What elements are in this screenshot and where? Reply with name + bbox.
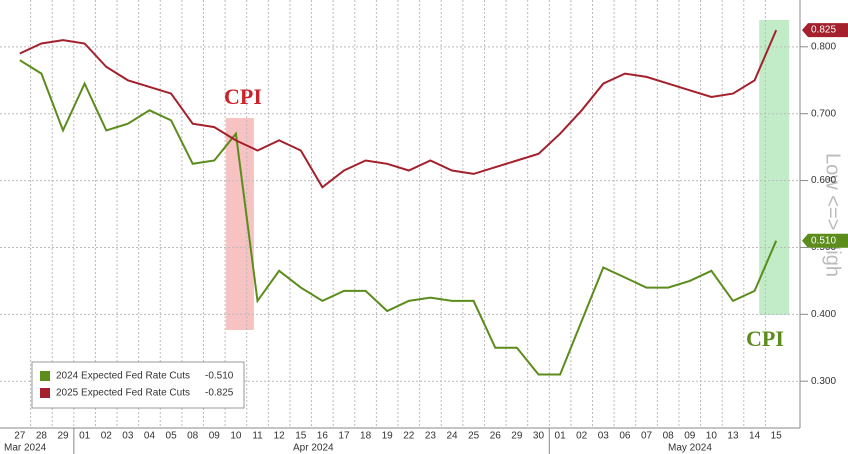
x-tick-label: 11 bbox=[252, 431, 263, 442]
annotation: CPI bbox=[224, 84, 262, 109]
x-tick-label: 30 bbox=[533, 431, 545, 442]
x-tick-label: 19 bbox=[382, 431, 394, 442]
x-tick-label: 18 bbox=[360, 431, 372, 442]
x-tick-label: 02 bbox=[101, 431, 113, 442]
x-tick-label: 09 bbox=[209, 431, 221, 442]
x-tick-label: 13 bbox=[727, 431, 739, 442]
x-tick-label: 29 bbox=[57, 431, 69, 442]
x-tick-label: 09 bbox=[684, 431, 696, 442]
x-tick-label: 10 bbox=[230, 431, 242, 442]
x-tick-label: 05 bbox=[166, 431, 178, 442]
y-tick-label: 0.300 bbox=[811, 376, 836, 387]
x-tick-label: 01 bbox=[79, 431, 91, 442]
value-label: 0.510 bbox=[811, 235, 836, 246]
legend-label: 2024 Expected Fed Rate Cuts bbox=[56, 371, 190, 382]
y-tick-label: 0.800 bbox=[811, 41, 836, 52]
series-line bbox=[19, 29, 778, 189]
legend-value: -0.825 bbox=[205, 388, 234, 399]
value-label-box bbox=[802, 23, 848, 38]
highlight-region bbox=[225, 118, 254, 330]
series-line bbox=[19, 59, 778, 376]
y-tick-label: 0.700 bbox=[811, 108, 836, 119]
x-tick-label: 26 bbox=[490, 431, 502, 442]
x-tick-label: 17 bbox=[338, 431, 350, 442]
x-tick-label: 04 bbox=[144, 431, 156, 442]
x-tick-label: 01 bbox=[555, 431, 567, 442]
x-tick-label: 10 bbox=[706, 431, 718, 442]
x-tick-label: 25 bbox=[468, 431, 480, 442]
y-tick-label: 0.600 bbox=[811, 175, 836, 186]
x-tick-label: 22 bbox=[403, 431, 415, 442]
plot-area bbox=[0, 0, 800, 428]
x-tick-label: 07 bbox=[641, 431, 653, 442]
x-tick-label: 29 bbox=[511, 431, 523, 442]
x-tick-label: 08 bbox=[187, 431, 199, 442]
x-group-label: May 2024 bbox=[668, 443, 712, 454]
legend-swatch bbox=[40, 388, 50, 398]
x-tick-label: 15 bbox=[295, 431, 307, 442]
x-tick-label: 28 bbox=[36, 431, 48, 442]
x-tick-label: 03 bbox=[122, 431, 134, 442]
annotation: CPI bbox=[746, 326, 784, 351]
y-tick-label: 0.400 bbox=[811, 309, 836, 320]
x-tick-label: 16 bbox=[317, 431, 329, 442]
legend-value: -0.510 bbox=[205, 371, 234, 382]
x-tick-label: 02 bbox=[576, 431, 588, 442]
x-tick-label: 03 bbox=[598, 431, 610, 442]
x-tick-label: 27 bbox=[14, 431, 26, 442]
x-tick-label: 23 bbox=[425, 431, 437, 442]
x-tick-label: 15 bbox=[771, 431, 783, 442]
x-tick-label: 24 bbox=[446, 431, 458, 442]
x-tick-label: 12 bbox=[274, 431, 286, 442]
highlight-region bbox=[759, 20, 790, 315]
x-group-label: Apr 2024 bbox=[293, 443, 334, 454]
legend-label: 2025 Expected Fed Rate Cuts bbox=[56, 388, 190, 399]
x-group-label: Mar 2024 bbox=[4, 443, 47, 454]
legend-swatch bbox=[40, 371, 50, 381]
x-tick-label: 08 bbox=[663, 431, 675, 442]
x-tick-label: 06 bbox=[619, 431, 631, 442]
value-label: 0.825 bbox=[811, 25, 836, 36]
x-tick-label: 14 bbox=[749, 431, 761, 442]
value-label-box bbox=[802, 233, 848, 248]
legend-box bbox=[31, 361, 245, 409]
y-axis-label: Low <=> High bbox=[822, 153, 844, 277]
